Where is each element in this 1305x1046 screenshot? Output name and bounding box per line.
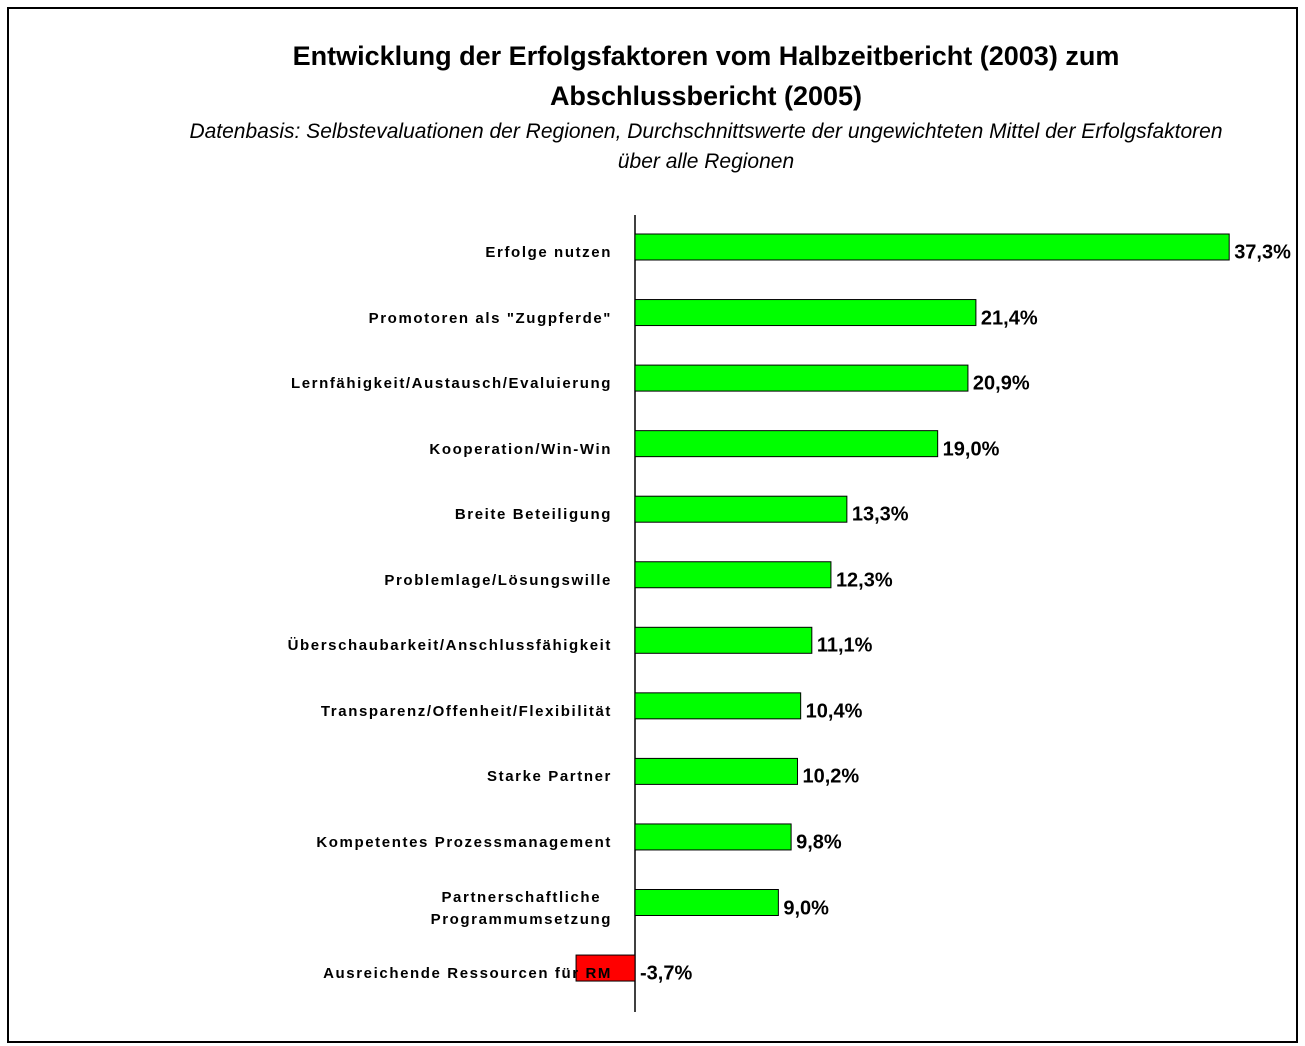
value-label: 11,1% (816, 634, 873, 657)
value-label: -3,7% (640, 962, 693, 985)
value-label: 37,3% (1234, 241, 1291, 264)
value-label: 10,4% (805, 700, 863, 723)
value-label: 21,4% (980, 307, 1038, 330)
value-label: 20,9% (972, 372, 1030, 395)
value-label: 13,3% (851, 503, 909, 526)
category-label: Kooperation/Win-Win (429, 440, 612, 458)
frame (7, 7, 1298, 1043)
value-label: 19,0% (942, 438, 1000, 461)
bar (634, 823, 792, 851)
chart-subtitle: Datenbasis: Selbstevaluationen der Regio… (189, 120, 1223, 173)
value-label: 10,2% (802, 765, 860, 788)
bar (575, 954, 636, 982)
bar (634, 561, 832, 589)
category-label: Lernfähigkeit/Austausch/Evaluierung (290, 375, 612, 393)
bar (634, 757, 798, 785)
category-label: Partnerschaftliche Programmumsetzung (430, 888, 612, 928)
bar (634, 495, 848, 523)
category-label: Problemlage/Lösungswille (384, 571, 612, 589)
bar (634, 430, 939, 458)
category-label: Erfolge nutzen (485, 244, 612, 261)
category-label: Kompetentes Prozessmanagement (316, 833, 612, 851)
chart-title: Entwicklung der Erfolgsfaktoren vom Halb… (292, 41, 1120, 111)
category-label: Überschaubarkeit/Anschlussfähigkeit (287, 637, 612, 655)
category-label: Breite Beteiligung (454, 506, 612, 524)
value-label: 9,0% (783, 897, 829, 919)
value-label: 9,8% (796, 831, 842, 854)
value-label: 12,3% (835, 569, 893, 592)
bar (634, 889, 779, 916)
category-label: Transparenz/Offenheit/Flexibilität (320, 702, 612, 720)
category-label: Promotoren als "Zugpferde" (368, 309, 612, 327)
bar (634, 692, 802, 720)
bar (634, 626, 813, 654)
bar (634, 299, 977, 327)
category-label: Ausreichende Ressourcen für RM (323, 965, 612, 983)
bar (634, 233, 1230, 261)
category-label: Starke Partner (487, 768, 612, 786)
bar (634, 364, 969, 392)
